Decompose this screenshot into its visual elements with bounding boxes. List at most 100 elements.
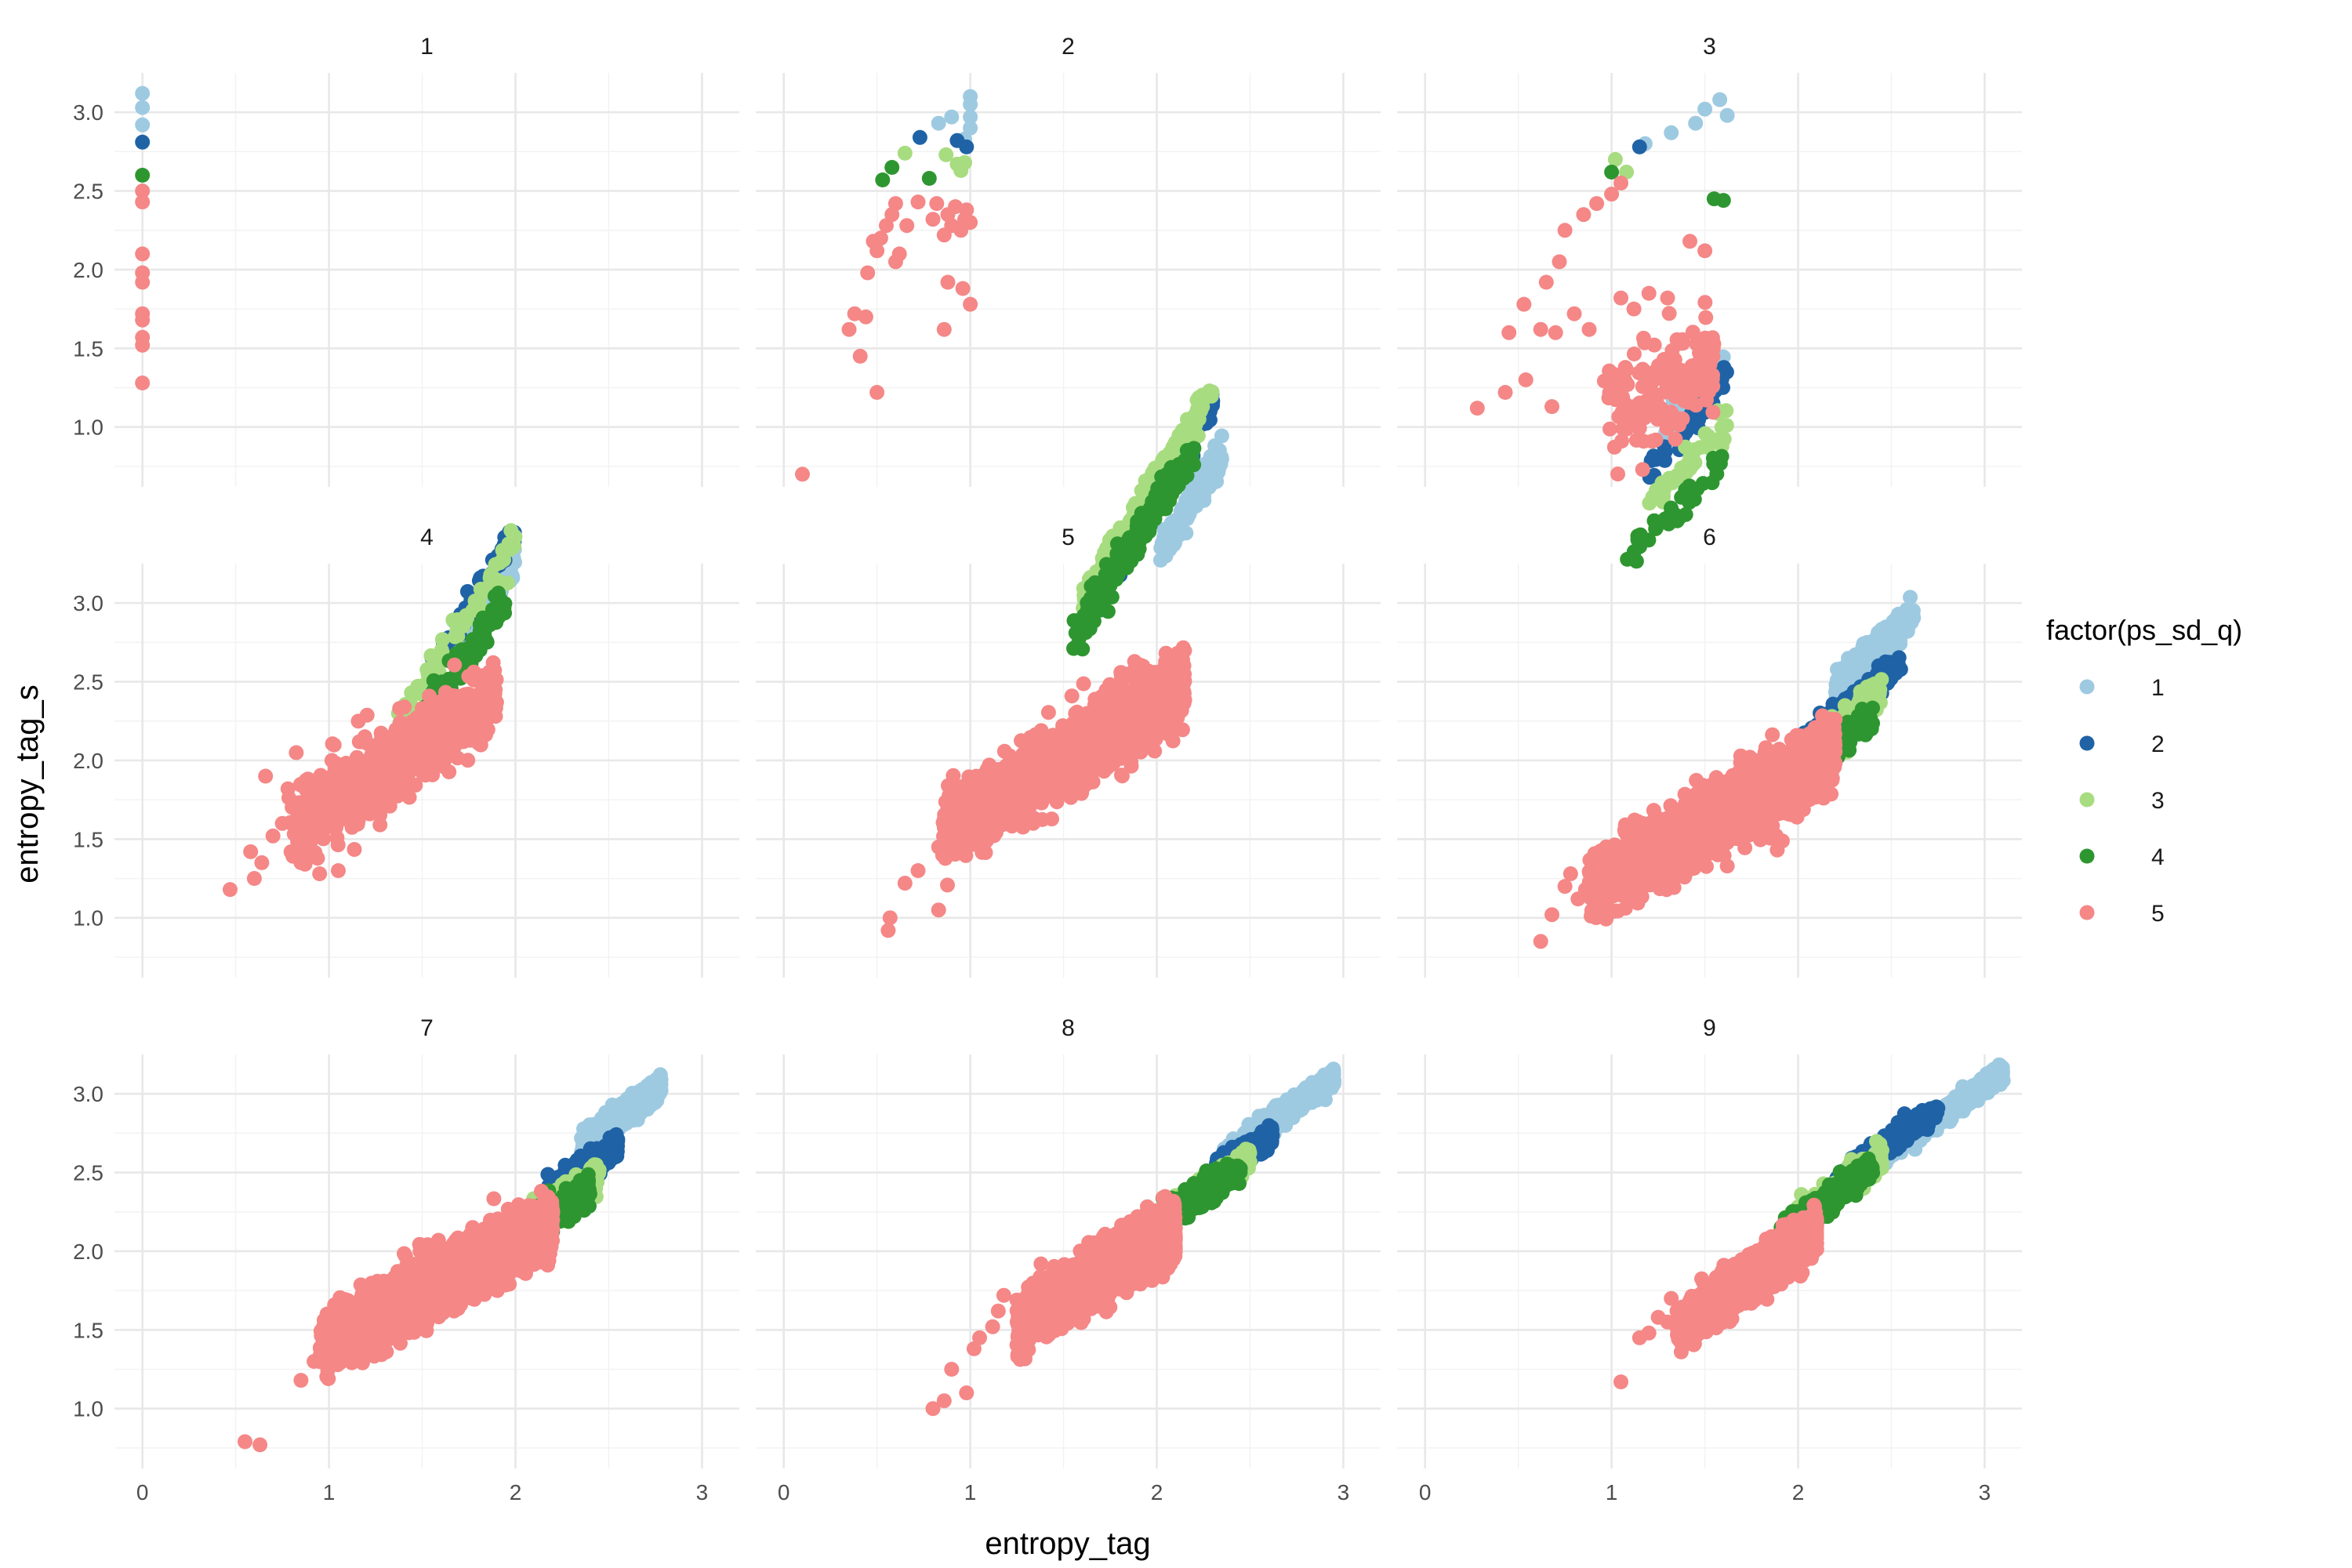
data-point (1604, 165, 1620, 180)
data-point (884, 160, 900, 175)
data-point (931, 839, 946, 855)
data-point (1183, 426, 1199, 441)
data-point (1704, 330, 1720, 346)
data-point (860, 265, 876, 281)
data-point (1203, 388, 1218, 403)
data-point (350, 816, 365, 832)
data-point (1628, 433, 1644, 448)
data-point (1650, 412, 1665, 427)
data-point (497, 605, 513, 621)
data-point (963, 296, 978, 312)
data-point (474, 691, 489, 706)
data-point (940, 274, 956, 290)
data-point (1697, 243, 1713, 259)
facet-panel-1: 11.01.52.02.53.0 (73, 34, 739, 487)
data-point (1174, 722, 1190, 738)
data-point (1719, 403, 1734, 419)
data-point (1602, 421, 1617, 437)
data-point (1620, 551, 1635, 567)
data-point (135, 134, 151, 150)
data-point (880, 923, 896, 938)
facet-panel-3: 3 (1397, 34, 2022, 569)
data-point (1034, 795, 1050, 811)
facet-strip-label: 4 (420, 524, 434, 550)
data-point (1175, 640, 1191, 655)
data-point (312, 866, 328, 881)
data-point (1023, 782, 1039, 797)
facet-panel-5: 5 (756, 383, 1381, 978)
data-point (1113, 681, 1129, 696)
data-point (243, 844, 259, 859)
y-tick-label: 1.5 (73, 336, 103, 361)
data-point (1697, 101, 1713, 117)
data-point (955, 281, 971, 296)
data-point (947, 847, 963, 862)
data-point (1101, 718, 1116, 734)
data-point (1069, 768, 1084, 784)
points (1533, 590, 1922, 949)
data-point (1691, 372, 1707, 388)
data-point (135, 274, 151, 290)
data-point (486, 663, 502, 679)
data-point (931, 902, 946, 918)
data-point (1712, 92, 1728, 107)
data-point (414, 738, 430, 753)
data-point (1606, 378, 1621, 393)
data-point (882, 910, 898, 926)
data-point (488, 682, 503, 697)
data-point (1660, 290, 1675, 306)
data-point (841, 321, 857, 337)
facet-strip-label: 6 (1703, 524, 1716, 550)
facet-strip-label: 5 (1062, 524, 1075, 550)
data-point (1064, 688, 1080, 704)
data-point (1102, 757, 1117, 772)
data-point (944, 109, 960, 125)
facet-strip-label: 2 (1062, 34, 1075, 60)
data-point (977, 766, 993, 782)
data-point (995, 817, 1011, 833)
data-point (1013, 760, 1029, 775)
data-point (392, 701, 408, 717)
data-point (1214, 428, 1229, 444)
data-point (1659, 420, 1675, 436)
data-point (492, 555, 507, 571)
data-point (223, 882, 238, 898)
data-point (1688, 115, 1704, 131)
data-point (485, 702, 500, 718)
data-point (1880, 657, 1896, 673)
data-point (399, 780, 415, 796)
data-point (1719, 418, 1734, 434)
data-point (1025, 815, 1041, 831)
data-point (280, 781, 296, 797)
data-point (265, 828, 281, 844)
data-point (441, 718, 457, 734)
data-point (1000, 760, 1015, 776)
data-point (482, 617, 498, 633)
data-point (1141, 514, 1156, 529)
data-point (1557, 223, 1573, 238)
data-point (1705, 405, 1721, 420)
data-point (254, 855, 270, 870)
points (223, 523, 523, 898)
data-point (1604, 187, 1620, 202)
facet-panel-2: 2 (756, 34, 1381, 487)
facet-panel-4: 41.01.52.02.53.0 (73, 523, 739, 978)
data-point (447, 629, 463, 644)
grid (1397, 564, 2022, 978)
data-point (1645, 374, 1660, 390)
data-point (506, 539, 521, 554)
data-point (1544, 399, 1559, 415)
data-point (1185, 445, 1200, 460)
data-point (447, 657, 463, 673)
data-point (1626, 301, 1642, 317)
data-point (289, 745, 304, 760)
data-point (1613, 176, 1628, 191)
data-point (135, 312, 151, 328)
data-point (1552, 254, 1567, 270)
data-point (1076, 728, 1091, 744)
data-point (1712, 456, 1728, 471)
data-point (1687, 455, 1703, 470)
data-point (1704, 346, 1719, 361)
data-point (500, 575, 515, 591)
data-point (1695, 476, 1711, 492)
